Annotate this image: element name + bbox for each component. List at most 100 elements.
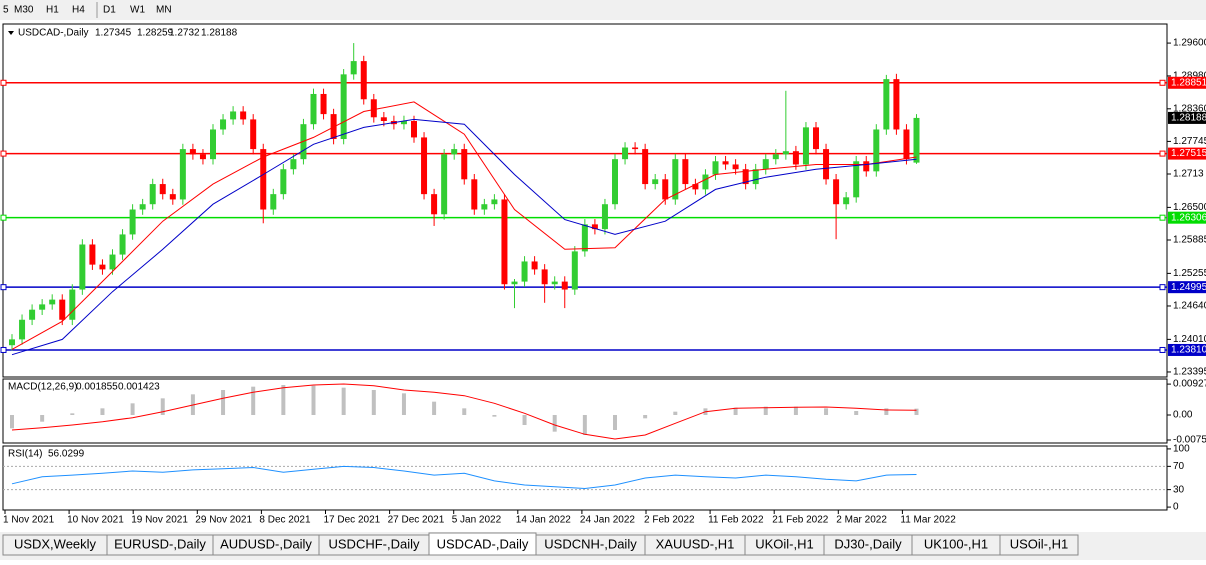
- timeframe-button[interactable]: H4: [72, 5, 85, 16]
- tab-label[interactable]: AUDUSD-,Daily: [220, 536, 312, 551]
- level-handle: [1159, 214, 1166, 221]
- candle-body: [421, 137, 428, 195]
- candle-body: [813, 127, 819, 150]
- candle-body: [652, 179, 659, 185]
- candle-body: [320, 93, 327, 115]
- ohlc-open: 1.27345: [95, 28, 132, 39]
- level-price-box: [1168, 147, 1206, 160]
- candle-body: [662, 179, 669, 200]
- macd-histogram-bar: [793, 406, 798, 415]
- tab-label[interactable]: EURUSD-,Daily: [114, 536, 206, 551]
- candle-body: [119, 234, 126, 255]
- macd-histogram-bar: [522, 415, 527, 425]
- candle-body: [853, 161, 860, 198]
- candle-body: [280, 169, 287, 195]
- level-handle: [0, 150, 7, 157]
- y-tick-label: 1.28360: [1173, 103, 1206, 114]
- candle-body: [220, 119, 227, 130]
- tab-label[interactable]: USDCHF-,Daily: [329, 536, 421, 551]
- tab-label[interactable]: USDCAD-,Daily: [437, 536, 529, 551]
- candle-body: [380, 117, 387, 121]
- ohlc-close: 1.28188: [201, 28, 238, 39]
- macd-histogram-bar: [492, 415, 497, 417]
- candle-body: [461, 149, 468, 180]
- macd-histogram-bar: [40, 415, 45, 422]
- rsi-line: [11, 465, 917, 490]
- candle-body: [360, 61, 367, 100]
- x-tick-label: 24 Jan 2022: [580, 515, 635, 526]
- macd-histogram-bar: [100, 408, 105, 415]
- x-tick-label: 11 Feb 2022: [708, 515, 764, 526]
- candle-body: [260, 149, 267, 210]
- tab-label[interactable]: USOil-,H1: [1010, 536, 1069, 551]
- macd-signal: 0.001423: [118, 382, 160, 393]
- tab-label[interactable]: USDX,Weekly: [14, 536, 97, 551]
- candle-body: [581, 224, 588, 252]
- macd-histogram-bar: [70, 413, 75, 415]
- tab-label[interactable]: XAUUSD-,H1: [656, 536, 735, 551]
- candle-body: [340, 74, 347, 140]
- macd-histogram-bar: [371, 390, 376, 415]
- y-tick-label: 0.00: [1173, 410, 1193, 421]
- candle-body: [370, 99, 377, 118]
- x-tick-label: 2 Feb 2022: [644, 515, 695, 526]
- candle-body: [179, 149, 186, 200]
- timeframe-button[interactable]: H1: [46, 5, 59, 16]
- level-handle: [0, 346, 7, 353]
- macd-histogram-bar: [914, 408, 919, 415]
- candle-body: [350, 61, 357, 75]
- candle-body: [230, 111, 237, 120]
- candle-body: [672, 159, 679, 200]
- level-handle: [1159, 346, 1166, 353]
- y-tick-label: 1.26500: [1173, 202, 1206, 213]
- macd-histogram-bar: [552, 415, 557, 432]
- tab-label[interactable]: UK100-,H1: [924, 536, 988, 551]
- tab-label[interactable]: UKOil-,H1: [755, 536, 814, 551]
- x-tick-label: 17 Dec 2021: [324, 515, 381, 526]
- candle-body: [29, 309, 36, 320]
- y-tick-label: 1.25885: [1173, 235, 1206, 246]
- candle-body: [511, 281, 518, 285]
- macd-histogram-bar: [221, 390, 226, 415]
- toolbar: [0, 0, 1206, 20]
- timeframe-button[interactable]: M30: [14, 5, 34, 16]
- y-tick-label: 100: [1173, 444, 1190, 455]
- candle-body: [591, 224, 598, 230]
- timeframe-button[interactable]: D1: [103, 5, 116, 16]
- candle-body: [89, 244, 96, 265]
- x-tick-label: 10 Nov 2021: [67, 515, 124, 526]
- macd-main: 0.001855: [76, 382, 118, 393]
- candle-body: [782, 151, 789, 155]
- candle-body: [149, 184, 156, 205]
- macd-histogram-bar: [582, 415, 587, 435]
- timeframe-button[interactable]: MN: [156, 5, 172, 16]
- current-price-box: [1168, 111, 1206, 124]
- candle-body: [400, 120, 407, 125]
- candle-body: [59, 299, 66, 320]
- y-tick-label: 0.00927: [1173, 379, 1206, 390]
- candle-body: [612, 159, 618, 205]
- macd-histogram-bar: [281, 385, 286, 415]
- tab-label[interactable]: DJ30-,Daily: [834, 536, 902, 551]
- tab-label[interactable]: USDCNH-,Daily: [544, 536, 637, 551]
- macd-histogram-bar: [854, 411, 859, 415]
- candle-body: [189, 149, 196, 155]
- candle-body: [270, 194, 277, 210]
- macd-histogram-bar: [884, 408, 889, 415]
- level-handle: [1159, 284, 1166, 291]
- candle-body: [561, 281, 568, 290]
- chart-symbol: USDCAD-,Daily: [18, 28, 89, 39]
- candle-body: [491, 199, 498, 205]
- candle-body: [742, 169, 749, 185]
- x-tick-label: 2 Mar 2022: [836, 515, 887, 526]
- timeframe-button[interactable]: W1: [130, 5, 145, 16]
- timeframe-button[interactable]: 5: [3, 5, 9, 16]
- candle-body: [481, 204, 488, 210]
- level-handle: [1159, 150, 1166, 157]
- level-handle: [1159, 79, 1166, 86]
- candle-body: [551, 281, 558, 285]
- candle-body: [9, 339, 15, 346]
- candle-body: [772, 154, 779, 160]
- candle-body: [531, 261, 538, 270]
- tab[interactable]: [999, 534, 1079, 556]
